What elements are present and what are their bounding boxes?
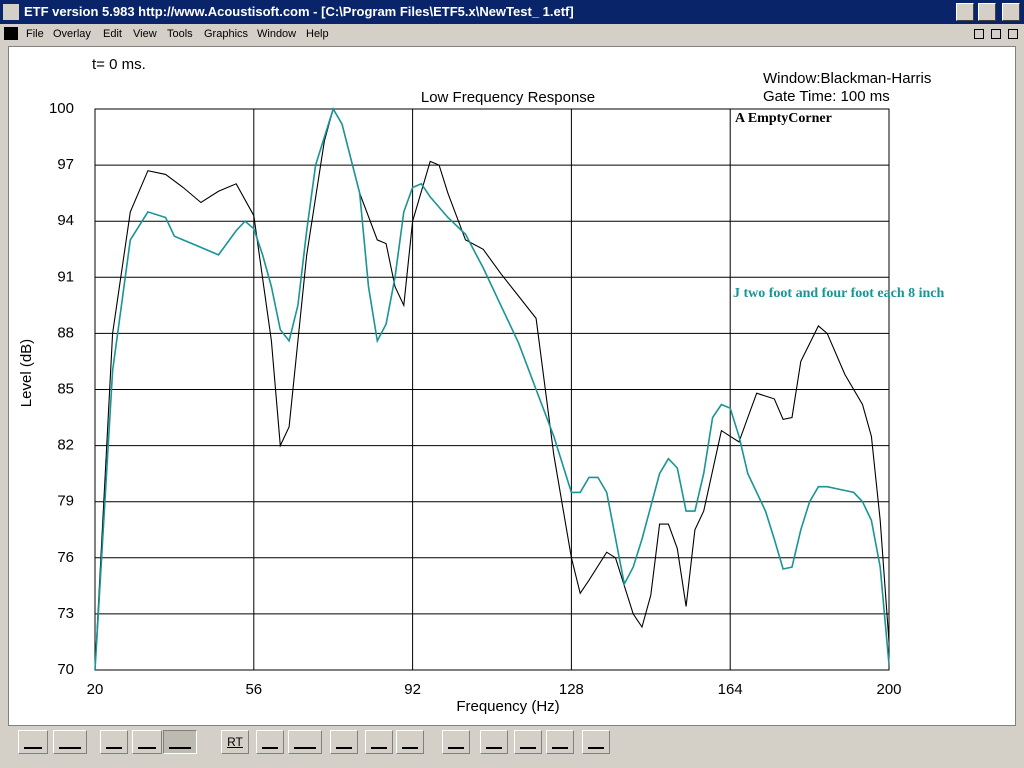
y-tick-label: 76 [57, 549, 74, 566]
series-line [94, 107, 890, 671]
toolbar-button[interactable] [514, 730, 542, 754]
app-icon [3, 4, 19, 20]
y-tick-label: 73 [57, 605, 74, 622]
chart-title: Low Frequency Response [421, 89, 595, 106]
y-tick-label: 85 [57, 380, 74, 397]
toolbar-icon [371, 737, 387, 749]
legend-label: A EmptyCorner [735, 111, 832, 126]
toolbar-button[interactable] [396, 730, 424, 754]
y-tick-label: 82 [57, 437, 74, 454]
annotation: Gate Time: 100 ms [763, 88, 890, 105]
toolbar-icon [294, 737, 316, 749]
x-tick-label: 200 [876, 681, 901, 698]
toolbar-icon [138, 737, 156, 749]
toolbar-button[interactable] [132, 730, 162, 754]
mdi-control[interactable] [991, 29, 1001, 39]
toolbar-button[interactable]: RT [221, 730, 249, 754]
menu-bar: File Overlay Edit View Tools Graphics Window He… [0, 24, 1024, 44]
toolbar-icon [24, 737, 42, 749]
toolbar-icon [336, 737, 352, 749]
toolbar-button[interactable] [18, 730, 48, 754]
toolbar-icon [262, 737, 278, 749]
annotation: t= 0 ms. [92, 56, 146, 73]
toolbar-button[interactable] [53, 730, 87, 754]
y-tick-label: 70 [57, 661, 74, 678]
menu-icon [4, 27, 18, 40]
menu-item[interactable]: Window [257, 28, 297, 40]
title-bar: ETF version 5.983 http://www.Acoustisoft… [0, 0, 1024, 24]
y-tick-label: 88 [57, 324, 74, 341]
mdi-control[interactable] [974, 29, 984, 39]
menu-item[interactable]: Edit [103, 28, 122, 40]
close-button[interactable] [1002, 3, 1020, 21]
chart-panel [8, 46, 1016, 726]
menu-item[interactable]: Tools [167, 28, 193, 40]
toolbar-icon [448, 737, 464, 749]
toolbar-button[interactable] [256, 730, 284, 754]
toolbar-icon [552, 737, 568, 749]
y-tick-label: 91 [57, 268, 74, 285]
toolbar-icon [169, 737, 191, 749]
mdi-control[interactable] [1008, 29, 1018, 39]
menu-item[interactable]: Overlay [53, 28, 91, 40]
toolbar-button[interactable] [365, 730, 393, 754]
y-tick-label: 97 [57, 156, 74, 173]
toolbar-button[interactable] [480, 730, 508, 754]
x-tick-label: 164 [718, 681, 743, 698]
toolbar-button[interactable] [163, 730, 197, 754]
x-tick-label: 92 [404, 681, 421, 698]
toolbar-icon [520, 737, 536, 749]
toolbar-icon [588, 737, 604, 749]
toolbar-icon [486, 737, 502, 749]
y-tick-label: 79 [57, 493, 74, 510]
toolbar-button[interactable] [442, 730, 470, 754]
annotation: Window:Blackman-Harris [763, 70, 931, 87]
x-axis-label: Frequency (Hz) [456, 698, 559, 715]
toolbar-icon [59, 737, 81, 749]
menu-item[interactable]: Graphics [204, 28, 249, 40]
toolbar-button[interactable] [330, 730, 358, 754]
toolbar-icon [402, 737, 418, 749]
window-title: ETF version 5.983 http://www.Acoustisoft… [24, 4, 574, 19]
y-axis-label: Level (dB) [18, 339, 35, 407]
menu-item[interactable]: Help [306, 28, 329, 40]
toolbar-button[interactable] [100, 730, 128, 754]
toolbar-icon [106, 737, 122, 749]
y-tick-label: 94 [57, 212, 74, 229]
toolbar-button[interactable] [288, 730, 322, 754]
menu-item[interactable]: File [26, 28, 44, 40]
x-tick-label: 20 [87, 681, 104, 698]
plot-frame [94, 108, 890, 671]
legend-label: J two foot and four foot each 8 inch [733, 286, 945, 301]
menu-item[interactable]: View [133, 28, 157, 40]
toolbar-button[interactable] [582, 730, 610, 754]
minimize-button[interactable] [956, 3, 974, 21]
toolbar-button[interactable] [546, 730, 574, 754]
series-line [94, 107, 890, 671]
y-tick-label: 100 [49, 100, 74, 117]
maximize-button[interactable] [978, 3, 996, 21]
x-tick-label: 56 [245, 681, 262, 698]
x-tick-label: 128 [559, 681, 584, 698]
